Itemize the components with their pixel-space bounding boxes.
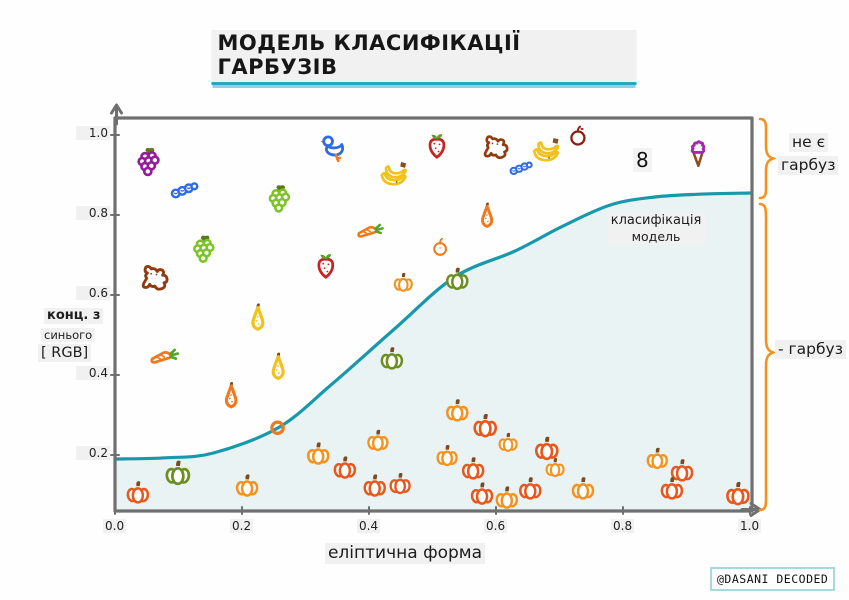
y-axis-label-line1: конц. з: [44, 308, 104, 325]
pear-orange-icon: [224, 380, 238, 409]
dog-icon: [483, 135, 509, 160]
x-tick-label: 0.2: [230, 519, 254, 533]
duck-icon: [318, 135, 345, 163]
bracket-not-pumpkin: [758, 117, 777, 200]
pear-yellow-icon: [271, 351, 285, 381]
y-tick-label: 0.6: [76, 286, 110, 300]
carrot-icon: [150, 348, 180, 364]
y-tick-label: 0.2: [76, 446, 110, 460]
figure-eight-doodle: 8: [633, 148, 652, 172]
caterpillar-icon: [170, 182, 199, 199]
x-tick-label: 0.8: [611, 519, 635, 533]
y-tick-label: 0.8: [76, 206, 110, 220]
caterpillar-icon: [509, 161, 533, 176]
icecream-icon: [690, 140, 706, 168]
x-tick-label: 0.0: [103, 519, 127, 533]
strawberry-icon: [428, 132, 446, 159]
apple-dark-icon: [570, 125, 586, 146]
carrot-icon: [357, 223, 384, 238]
class-label-not-pumpkin-line2: гарбуз: [778, 156, 839, 176]
model-curve-label-line2: модель: [606, 229, 706, 244]
x-tick-label: 1.0: [738, 519, 762, 533]
strawberry-icon: [317, 252, 335, 279]
pear-orange-icon: [481, 200, 494, 228]
tick-marks: [110, 134, 751, 515]
grapes-green-icon: [268, 183, 291, 213]
axes: [110, 103, 762, 517]
y-tick-label: 0.4: [76, 366, 110, 380]
plot-border: [113, 116, 754, 513]
banana-icon: [380, 160, 408, 186]
grapes-purple-icon: [137, 146, 160, 177]
pumpkin-orange-icon: [393, 271, 414, 292]
x-tick-label: 0.4: [357, 519, 381, 533]
y-axis-arrow: [110, 103, 123, 126]
y-tick-label: 1.0: [76, 126, 110, 140]
class-label-not-pumpkin-line1: не є: [789, 133, 829, 153]
grapes-green-icon: [193, 234, 215, 263]
page-title: МОДЕЛЬ КЛАСИФІКАЦІЇ ГАРБУЗІВ: [211, 30, 637, 85]
pear-yellow-icon: [251, 301, 265, 331]
watermark-badge: @DASANI DECODED: [710, 567, 836, 591]
y-axis-label-line3: [ RGB]: [38, 344, 92, 363]
y-axis-label-line2: синього: [41, 328, 96, 343]
model-curve-label: класифікація модель: [606, 213, 706, 244]
x-axis-label: еліптична форма: [324, 543, 486, 565]
dog-icon: [141, 265, 169, 291]
bracket-pumpkin: [758, 202, 777, 512]
banana-icon: [532, 136, 560, 162]
apple-orange-icon: [433, 237, 447, 256]
class-label-pumpkin: - гарбуз: [775, 340, 846, 360]
x-tick-label: 0.6: [484, 519, 508, 533]
model-curve-label-line1: класифікація: [606, 213, 706, 228]
